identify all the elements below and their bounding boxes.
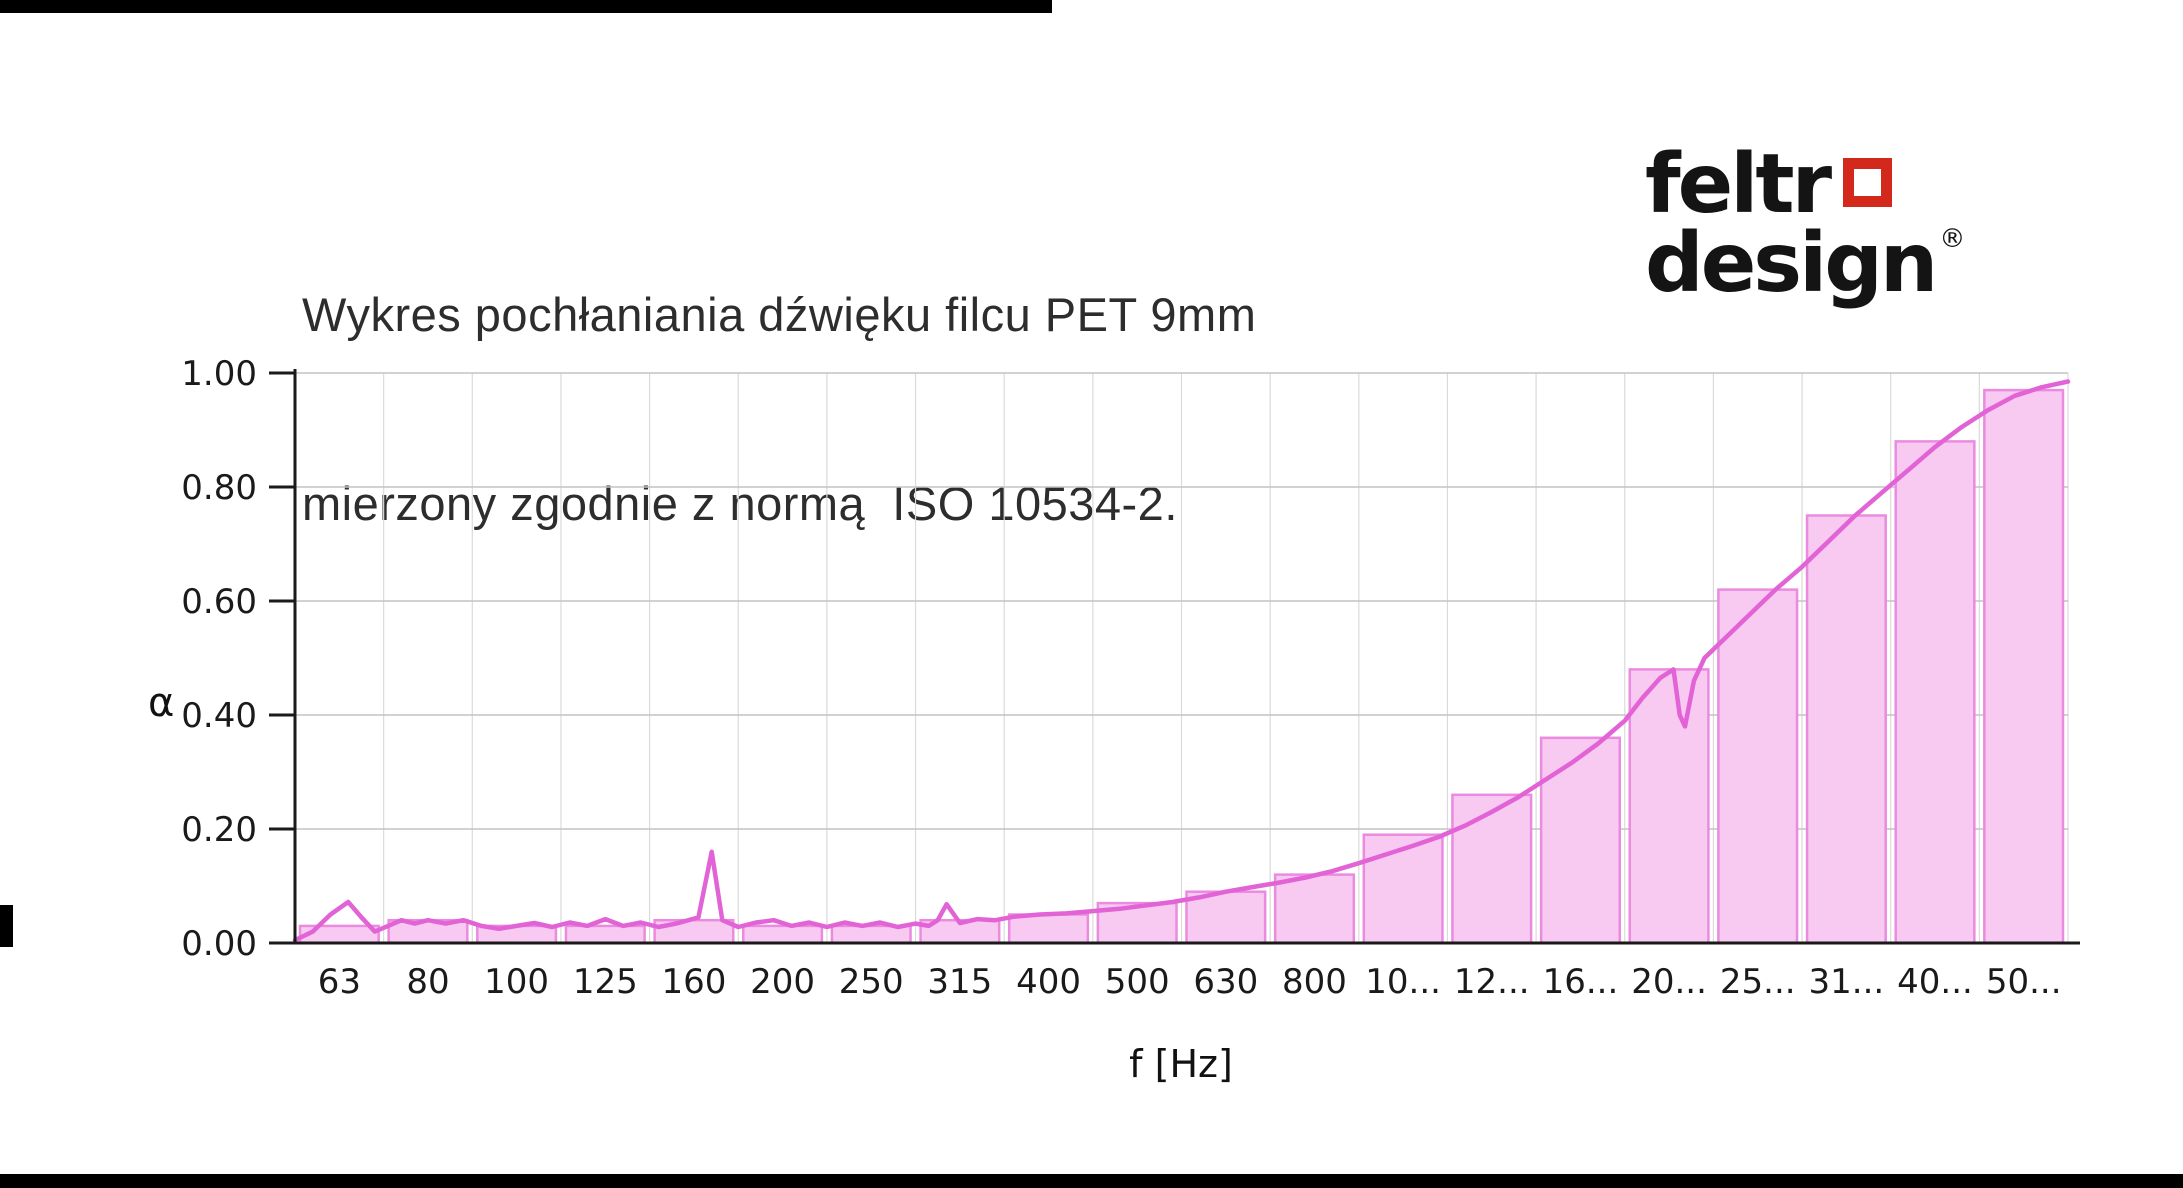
y-axis-label: α: [148, 680, 175, 726]
x-tick-label: 630: [1193, 962, 1258, 1002]
y-tick-label: 0.00: [181, 924, 257, 964]
y-tick-label: 0.80: [181, 468, 257, 508]
y-tick-label: 0.40: [181, 696, 257, 736]
x-tick-label: 31...: [1809, 962, 1885, 1002]
chart-title: Wykres pochłaniania dźwięku filcu PET 9m…: [302, 158, 1256, 662]
bar-12...: [1451, 793, 1533, 945]
logo-square-icon: [1843, 158, 1893, 207]
x-tick-label: 10...: [1365, 962, 1441, 1002]
x-axis-label: f [Hz]: [1129, 1042, 1233, 1086]
x-tick-label: 100: [484, 962, 549, 1002]
x-tick-label: 63: [318, 962, 361, 1002]
x-tick-label: 125: [573, 962, 638, 1002]
bar-50...: [1983, 388, 2065, 945]
absorption-line: [292, 379, 2071, 943]
x-tick-label: 800: [1282, 962, 1347, 1002]
bar-20...: [1628, 668, 1710, 945]
bar-16...: [1539, 736, 1621, 945]
bar-31...: [1805, 514, 1887, 945]
bar-200: [742, 924, 824, 945]
x-tick-label: 50...: [1986, 962, 2062, 1002]
x-tick-label: 25...: [1720, 962, 1796, 1002]
x-tick-label: 160: [661, 962, 726, 1002]
registered-trademark: ®: [1939, 223, 1966, 254]
frame-bottom-bar: [0, 1174, 2183, 1188]
brand-logo: feltr design ®: [1645, 137, 1966, 311]
y-tick-label: 0.60: [181, 582, 257, 622]
y-tick-label: 1.00: [181, 354, 257, 394]
bar-800: [1273, 873, 1356, 945]
x-tick-label: 16...: [1543, 962, 1619, 1002]
frame-left-notch: [0, 905, 13, 947]
x-tick-label: 500: [1105, 962, 1170, 1002]
frame-top-bar: [0, 0, 1052, 13]
bar-25...: [1717, 588, 1799, 945]
x-tick-label: 400: [1016, 962, 1081, 1002]
x-tick-label: 80: [406, 962, 449, 1002]
chart-title-line1: Wykres pochłaniania dźwięku filcu PET 9m…: [302, 287, 1257, 341]
x-tick-label: 12...: [1454, 962, 1530, 1002]
x-tick-label: 40...: [1897, 962, 1973, 1002]
y-tick-label: 0.20: [181, 810, 257, 850]
bar-40...: [1894, 440, 1976, 945]
bar-400: [1007, 913, 1090, 945]
x-tick-label: 20...: [1631, 962, 1707, 1002]
x-tick-label: 315: [927, 962, 992, 1002]
bar-125: [564, 924, 646, 945]
logo-top-row: feltr: [1645, 137, 1965, 232]
x-tick-label: 200: [750, 962, 815, 1002]
logo-word-bottom: design: [1645, 215, 1938, 311]
logo-word-top: feltr: [1645, 137, 1832, 232]
bar-630: [1185, 890, 1267, 945]
logo-bottom-row: design ®: [1645, 215, 1966, 311]
x-tick-label: 250: [839, 962, 904, 1002]
